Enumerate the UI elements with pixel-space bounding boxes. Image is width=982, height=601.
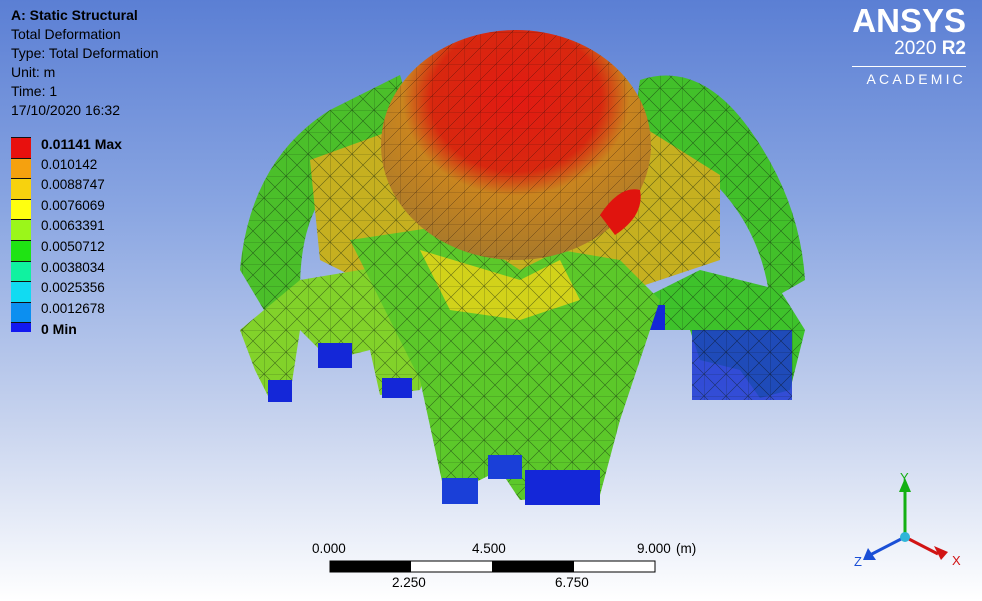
ansys-logo: ANSYS 2020 R2 ACADEMIC (852, 4, 966, 87)
scale-label-2: 9.000 (637, 541, 671, 556)
y-axis-arrow-icon (899, 478, 911, 492)
result-timestamp: 17/10/2020 16:32 (11, 102, 120, 118)
result-type: Type: Total Deformation (11, 45, 159, 61)
legend-swatch (11, 260, 31, 282)
x-axis-arrow-icon (934, 546, 948, 560)
scale-label-3: 2.250 (392, 575, 426, 590)
analysis-title: A: Static Structural (11, 7, 138, 23)
logo-release: R2 (941, 38, 966, 59)
scale-label-0: 0.000 (312, 541, 346, 556)
legend-label: 0.0063391 (41, 218, 105, 234)
scale-label-4: 6.750 (555, 575, 589, 590)
axis-triad[interactable]: Y X Z (848, 462, 973, 582)
legend-swatch (11, 157, 31, 179)
logo-version: 2020 R2 (852, 38, 966, 60)
z-axis-line (869, 535, 906, 557)
legend-swatch (11, 301, 31, 323)
logo-edition: ACADEMIC (852, 66, 966, 87)
scale-label-1: 4.500 (472, 541, 506, 556)
result-unit: Unit: m (11, 64, 56, 80)
legend-swatch (11, 322, 31, 333)
legend-swatch (11, 219, 31, 240)
result-info: A: Static Structural Total Deformation T… (11, 6, 159, 120)
legend-swatch (11, 137, 31, 158)
legend-swatch (11, 198, 31, 220)
y-axis-label: Y (900, 470, 909, 485)
result-name: Total Deformation (11, 26, 121, 42)
legend-label: 0.0038034 (41, 259, 105, 275)
x-axis-label: X (952, 553, 961, 568)
leg-back-left (240, 75, 420, 320)
legend-label: 0.0088747 (41, 177, 105, 193)
legend-label: 0.010142 (41, 156, 98, 172)
logo-version-year: 2020 (894, 38, 937, 59)
triad-origin (900, 532, 910, 542)
legend-label: 0.0076069 (41, 197, 105, 213)
scale-bar: 0.000 4.500 9.000 (m) 2.250 6.750 (300, 541, 720, 596)
leg-back-right (630, 75, 805, 300)
claw-right (640, 270, 805, 400)
legend-label: 0.0025356 (41, 280, 105, 296)
logo-name: ANSYS (852, 2, 966, 39)
scale-unit: (m) (676, 541, 697, 556)
legend-label: 0.0050712 (41, 238, 105, 254)
legend-swatch (11, 178, 31, 199)
legend-swatch (11, 281, 31, 302)
legend-label: 0.0012678 (41, 300, 105, 316)
legend-label: 0 Min (41, 321, 77, 338)
leg-front (350, 225, 660, 505)
legend-label: 0.01141 Max (41, 136, 122, 152)
z-axis-label: Z (854, 554, 862, 569)
legend-swatch (11, 239, 31, 261)
result-time: Time: 1 (11, 83, 58, 99)
dome (381, 30, 651, 260)
z-axis-arrow-icon (863, 548, 876, 560)
x-axis-line (904, 535, 939, 556)
scale-bar-graphic (329, 560, 656, 573)
